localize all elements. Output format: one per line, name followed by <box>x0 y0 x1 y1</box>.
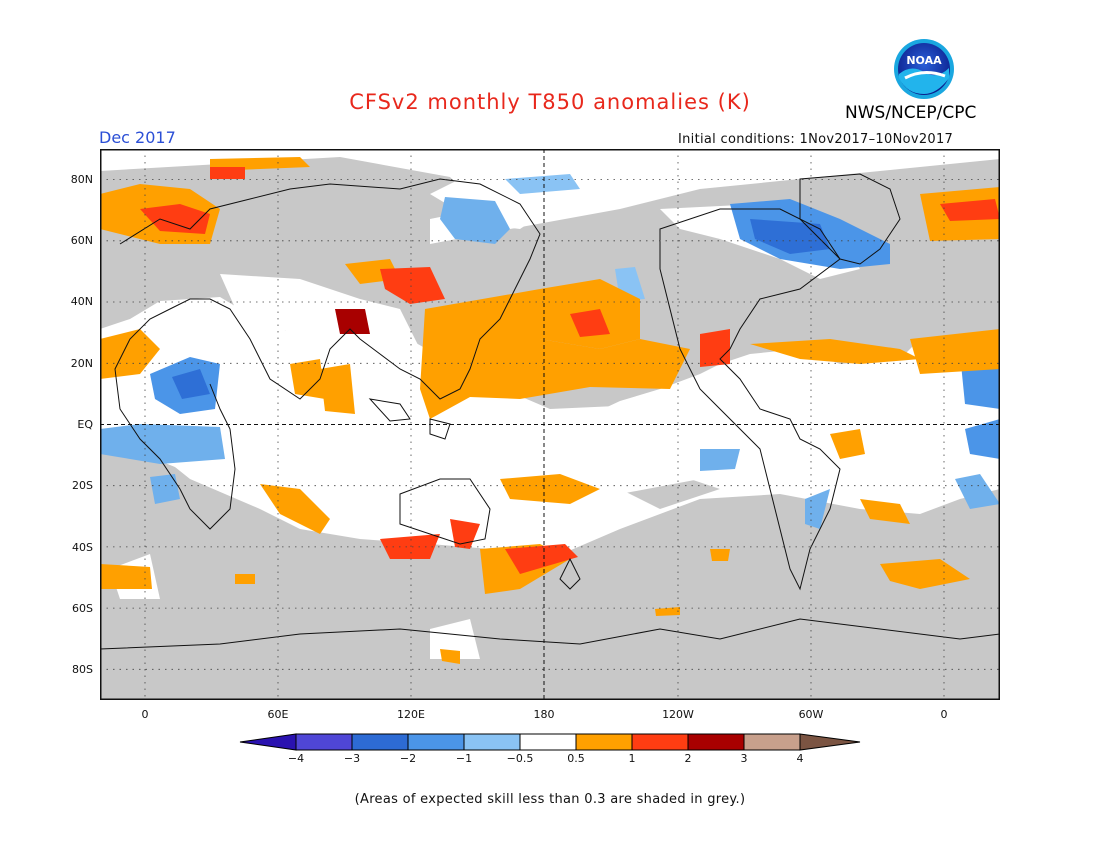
colorbar-swatch <box>631 733 689 751</box>
colorbar-swatch <box>463 733 521 751</box>
map-frame <box>99 148 1001 701</box>
lat-label: EQ <box>77 418 93 431</box>
colorbar-swatch <box>351 733 409 751</box>
lon-label: 180 <box>533 708 555 721</box>
lat-label: 40N <box>70 295 93 308</box>
colorbar-swatch <box>407 733 465 751</box>
lat-label: 40S <box>72 541 93 554</box>
noaa-logo-icon: NOAA <box>894 39 954 99</box>
initial-conditions: Initial conditions: 1Nov2017–10Nov2017 <box>678 132 954 147</box>
colorbar-swatch <box>295 733 353 751</box>
lon-label: 120W <box>662 708 694 721</box>
colorbar-label: −4 <box>287 752 305 765</box>
colorbar-label: −0.5 <box>506 752 534 765</box>
lon-label: 0 <box>141 708 149 721</box>
colorbar-swatch <box>575 733 633 751</box>
lat-label: 20N <box>70 357 93 370</box>
anomaly-map <box>99 148 1001 704</box>
colorbar-swatch <box>687 733 745 751</box>
colorbar-arrow-low <box>239 733 297 751</box>
lat-label: 20S <box>72 479 93 492</box>
noaa-logo-text: NOAA <box>906 54 942 67</box>
footnote: (Areas of expected skill less than 0.3 a… <box>354 792 746 807</box>
negative-anomalies <box>100 174 1000 529</box>
lat-label: 80S <box>72 663 93 676</box>
colorbar-label: 3 <box>740 752 748 765</box>
lon-label: 0 <box>940 708 948 721</box>
agency-label: NWS/NCEP/CPC <box>845 103 977 123</box>
reference-lines <box>100 149 1000 700</box>
colorbar-swatch <box>743 733 801 751</box>
lon-label: 60E <box>267 708 289 721</box>
colorbar-label: −1 <box>455 752 473 765</box>
valid-month: Dec 2017 <box>99 128 176 147</box>
colorbar-label: 1 <box>628 752 636 765</box>
colorbar-label: −2 <box>399 752 417 765</box>
colorbar-label: 0.5 <box>567 752 585 765</box>
lon-label: 120E <box>397 708 425 721</box>
map-canvas <box>99 148 1001 701</box>
lon-label: 60W <box>798 708 824 721</box>
lat-label: 80N <box>70 173 93 186</box>
lat-label: 60S <box>72 602 93 615</box>
colorbar-arrow-high <box>799 733 861 751</box>
positive-anomalies <box>100 157 1000 664</box>
colorbar-label: 2 <box>684 752 692 765</box>
chart-title: CFSv2 monthly T850 anomalies (K) <box>349 90 751 114</box>
coastlines <box>99 173 1001 650</box>
colorbar <box>239 733 861 751</box>
graticule <box>100 149 1000 700</box>
colorbar-label: 4 <box>796 752 804 765</box>
colorbar-swatch <box>519 733 577 751</box>
colorbar-label: −3 <box>343 752 361 765</box>
lat-label: 60N <box>70 234 93 247</box>
